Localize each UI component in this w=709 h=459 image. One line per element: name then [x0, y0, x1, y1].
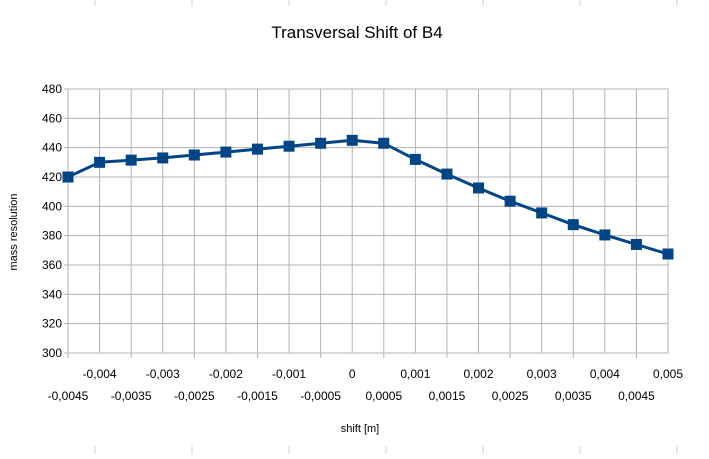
- x-axis-title: shift [m]: [341, 423, 380, 435]
- x-tick-label-upper: -0,002: [209, 367, 243, 381]
- data-point-marker: [378, 137, 390, 149]
- y-tick-label: 380: [42, 229, 62, 243]
- data-point-marker: [567, 219, 579, 231]
- x-tick-label-upper: -0,001: [272, 367, 306, 381]
- x-tick-label-lower: -0,0035: [111, 389, 152, 403]
- data-point-marker: [188, 149, 200, 161]
- x-tick-label-upper: 0: [349, 367, 356, 381]
- x-tick-label-upper: 0,002: [464, 367, 494, 381]
- data-point-marker: [346, 134, 358, 146]
- x-tick-label-upper: -0,004: [83, 367, 117, 381]
- data-point-marker: [220, 146, 232, 158]
- x-tick-label-upper: 0,003: [527, 367, 557, 381]
- y-tick-label: 320: [42, 317, 62, 331]
- data-point-marker: [441, 168, 453, 180]
- x-tick-label-upper: 0,005: [653, 367, 683, 381]
- chart-title: Transversal Shift of B4: [271, 23, 442, 42]
- data-point-marker: [94, 156, 106, 168]
- x-tick-label-lower: 0,0025: [492, 389, 529, 403]
- y-tick-label: 440: [42, 141, 62, 155]
- data-point-marker: [283, 140, 295, 152]
- y-tick-label: 460: [42, 111, 62, 125]
- data-point-marker: [630, 238, 642, 250]
- x-tick-label-lower: 0,0015: [429, 389, 466, 403]
- data-point-marker: [662, 248, 674, 260]
- x-tick-label-lower: -0,0045: [48, 389, 89, 403]
- data-point-marker: [473, 182, 485, 194]
- y-axis-title: mass resolution: [8, 193, 20, 270]
- y-tick-label: 400: [42, 199, 62, 213]
- y-tick-label: 360: [42, 258, 62, 272]
- data-point-marker: [599, 229, 611, 241]
- data-point-marker: [62, 171, 74, 183]
- x-tick-label-upper: 0,004: [590, 367, 620, 381]
- x-tick-label-upper: -0,003: [146, 367, 180, 381]
- data-point-marker: [315, 137, 327, 149]
- data-point-marker: [157, 152, 169, 164]
- plot-border: [67, 88, 669, 354]
- x-tick-label-lower: 0,0035: [555, 389, 592, 403]
- x-tick-label-lower: 0,0045: [618, 389, 655, 403]
- data-point-marker: [251, 143, 263, 155]
- data-point-marker: [125, 154, 137, 166]
- y-tick-label: 340: [42, 287, 62, 301]
- data-point-marker: [409, 153, 421, 165]
- x-tick-label-lower: -0,0025: [174, 389, 215, 403]
- x-tick-label-lower: -0,0005: [300, 389, 341, 403]
- x-tick-label-upper: 0,001: [400, 367, 430, 381]
- y-tick-label: 420: [42, 170, 62, 184]
- x-tick-label-lower: 0,0005: [365, 389, 402, 403]
- x-tick-label-lower: -0,0015: [237, 389, 278, 403]
- data-point-marker: [504, 195, 516, 207]
- y-tick-label: 480: [42, 82, 62, 96]
- y-tick-label: 300: [42, 346, 62, 360]
- data-point-marker: [536, 207, 548, 219]
